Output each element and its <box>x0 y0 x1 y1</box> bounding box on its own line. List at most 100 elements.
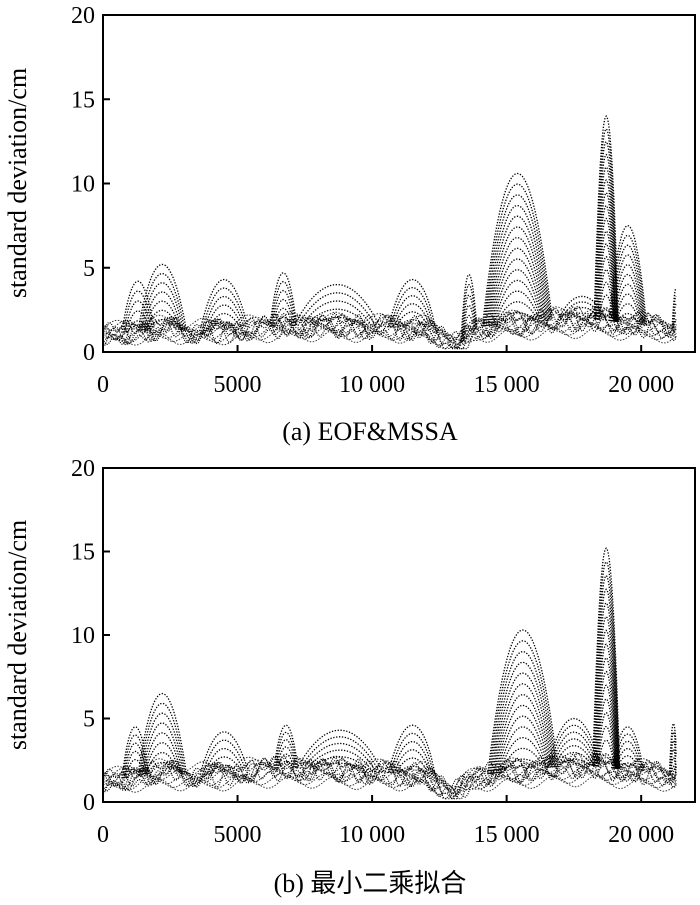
peak-arc-a-4-4 <box>297 292 377 328</box>
peak-arc-b-0-4 <box>123 742 148 779</box>
peak-arc-b-7-2 <box>555 751 593 768</box>
peak-arc-a-2-1 <box>208 321 240 333</box>
peak-arc-a-8-2 <box>562 306 602 321</box>
x-tick-label-a-4: 20 000 <box>608 372 674 398</box>
peak-arc-b-8-16 <box>592 547 621 770</box>
peak-arc-b-6-5 <box>496 715 549 774</box>
x-tick-label-b-4: 20 000 <box>608 822 674 848</box>
peak-arc-a-10-3 <box>614 293 642 326</box>
peak-b-7 <box>546 717 602 768</box>
peak-arc-a-10-1 <box>615 312 640 326</box>
peak-arc-b-10-6 <box>668 722 677 775</box>
peak-a-10 <box>608 224 648 326</box>
peak-a-1 <box>137 263 188 331</box>
peak-a-9 <box>593 115 619 323</box>
noise-curve-b-3 <box>102 756 677 798</box>
peak-a-6 <box>460 273 478 343</box>
peak-arc-b-8-13 <box>593 588 620 770</box>
peak-arc-a-10-4 <box>613 283 643 326</box>
peak-arc-b-6-4 <box>498 726 548 774</box>
peak-arc-a-1-6 <box>138 272 186 331</box>
noise-curve-b-5 <box>102 752 677 792</box>
peak-arc-b-10-4 <box>669 739 677 775</box>
y-tick-label-b-4: 20 <box>71 456 95 482</box>
peak-a-3 <box>269 272 298 327</box>
peak-arc-a-5-6 <box>387 278 438 335</box>
peak-a-0 <box>121 280 155 333</box>
peak-arc-a-7-2 <box>495 301 540 326</box>
peak-arc-b-1-3 <box>144 742 181 775</box>
peak-arc-a-3-3 <box>272 298 295 327</box>
peak-arc-a-9-2 <box>598 294 615 322</box>
peak-arc-b-5-6 <box>387 724 438 783</box>
floor-band-a-3 <box>102 315 677 346</box>
peak-arc-a-5-2 <box>394 311 431 331</box>
x-axis-a: 0 5000 10 000 15 000 20 000 <box>97 345 674 398</box>
peak-arc-a-7-12 <box>484 194 551 327</box>
y-tick-label-a-4: 20 <box>71 3 95 29</box>
peak-arc-a-0-3 <box>124 300 152 333</box>
peak-arc-a-0-1 <box>127 320 149 333</box>
peak-arc-b-8-10 <box>594 629 619 770</box>
peak-arc-a-2-6 <box>199 278 249 332</box>
peak-arc-b-0-1 <box>126 767 145 778</box>
peak-arc-b-3-4 <box>275 739 297 769</box>
x-tick-label-a-0: 0 <box>97 372 109 398</box>
peak-arc-b-3-5 <box>274 731 298 769</box>
peak-a-2 <box>199 278 249 333</box>
peak-arc-b-6-12 <box>488 640 558 775</box>
peak-a-5 <box>387 278 438 335</box>
peak-arc-b-8-6 <box>595 684 617 769</box>
peak-arc-a-3-4 <box>271 289 296 327</box>
peak-arc-a-11-1 <box>672 319 677 329</box>
peak-arc-b-7-7 <box>546 717 602 768</box>
floor-band-b-1 <box>102 770 677 795</box>
peak-arc-a-1-7 <box>137 263 188 331</box>
peak-arc-b-8-3 <box>597 725 616 769</box>
floor-band-a-6 <box>102 305 677 340</box>
caption-b: (b) 最小二乘拟合 <box>274 869 467 898</box>
y-axis-b: 0 5 10 15 20 <box>71 456 110 816</box>
peak-b-2 <box>199 731 249 776</box>
peak-a-4 <box>293 283 381 328</box>
y-tick-label-b-1: 5 <box>83 707 95 733</box>
peak-arc-a-10-10 <box>608 224 648 326</box>
peak-arc-a-8-3 <box>559 301 605 321</box>
peak-b-9 <box>610 726 645 773</box>
noise-curve-a-1 <box>102 306 677 350</box>
peak-arc-b-5-4 <box>391 740 434 781</box>
peak-arc-a-0-5 <box>121 280 155 333</box>
peak-arc-a-11-3 <box>672 303 677 329</box>
x-tick-label-b-1: 5000 <box>214 822 262 848</box>
x-tick-label-a-2: 10 000 <box>339 372 405 398</box>
peak-arc-a-9-16 <box>593 115 619 323</box>
peak-arc-a-1-2 <box>145 309 180 331</box>
peak-arc-a-5-1 <box>396 319 429 330</box>
peak-arc-a-6-5 <box>460 283 478 343</box>
peak-b-0 <box>121 726 150 779</box>
peak-arc-a-5-5 <box>389 286 436 334</box>
peak-arc-b-1-8 <box>137 692 188 776</box>
peak-arc-a-10-5 <box>612 273 643 326</box>
peak-arc-b-6-9 <box>491 672 554 774</box>
noise-curve-a-5 <box>102 305 677 346</box>
peak-arc-a-9-1 <box>598 307 614 322</box>
peak-arc-b-0-3 <box>124 750 147 779</box>
peak-arc-a-7-9 <box>487 226 548 326</box>
peak-arc-b-3-6 <box>273 724 299 769</box>
x-axis-b: 0 5000 10 000 15 000 20 000 <box>97 795 674 848</box>
peak-arc-a-9-5 <box>597 255 616 322</box>
noise-curve-b-2 <box>102 754 677 800</box>
peak-arc-b-5-1 <box>396 765 429 777</box>
peak-arc-b-8-9 <box>594 643 618 769</box>
peak-arc-b-8-1 <box>597 753 615 769</box>
peak-arc-b-9-6 <box>610 726 645 773</box>
peak-arc-b-6-3 <box>499 736 547 773</box>
noise-curve-a-0 <box>102 311 677 350</box>
peak-arc-b-9-4 <box>613 740 643 773</box>
peak-arc-a-7-5 <box>491 269 543 326</box>
floor-band-b-4 <box>102 759 677 794</box>
peak-arc-a-7-10 <box>486 215 549 327</box>
peak-arc-b-6-2 <box>500 747 545 773</box>
